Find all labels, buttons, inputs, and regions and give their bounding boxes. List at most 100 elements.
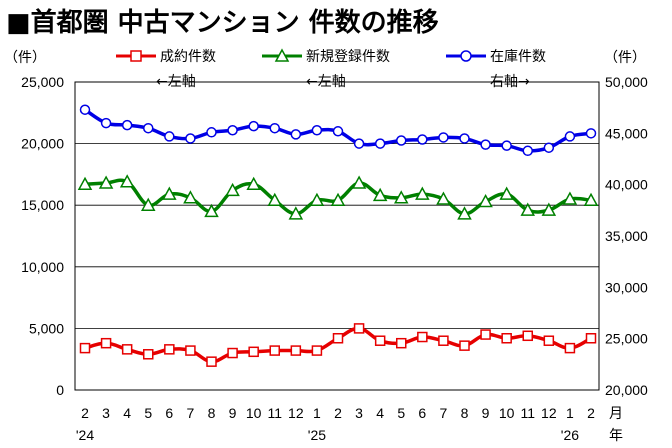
data-point-square xyxy=(164,344,175,355)
x-tick-label: 9 xyxy=(482,405,490,421)
data-point-circle xyxy=(374,138,386,149)
data-point-triangle xyxy=(204,203,219,218)
data-point-triangle xyxy=(330,192,346,207)
data-point-circle xyxy=(164,131,175,142)
legend-label-new-listings: 新規登録件数 xyxy=(306,49,390,65)
x-tick-label: 11 xyxy=(267,405,282,421)
left-axis-unit: （件） xyxy=(4,50,46,66)
data-point-circle xyxy=(438,132,449,143)
right-tick-label: 25,000 xyxy=(605,331,648,347)
data-point-triangle xyxy=(183,190,198,204)
legend: 成約件数 ←左軸 新規登録件数 ←左軸 在庫件数 右軸→ xyxy=(116,48,546,90)
data-point-circle xyxy=(185,133,196,144)
left-tick-label: 0 xyxy=(56,382,64,398)
data-point-circle xyxy=(480,139,491,150)
data-point-triangle xyxy=(520,202,536,216)
data-point-square xyxy=(480,329,491,340)
x-tick-label: 10 xyxy=(246,405,262,421)
x-tick-label: 6 xyxy=(418,405,426,421)
legend-item-new-listings: 新規登録件数 ←左軸 xyxy=(262,48,390,90)
x-axis-unit-month: 月 xyxy=(609,405,623,421)
data-point-circle xyxy=(227,125,238,136)
x-tick-label: 3 xyxy=(355,405,363,421)
right-tick-label: 30,000 xyxy=(605,279,648,295)
data-point-circle xyxy=(143,122,154,134)
x-tick-label: 9 xyxy=(229,405,237,421)
legend-item-inventory: 在庫件数 右軸→ xyxy=(446,48,546,90)
data-point-square xyxy=(522,330,533,342)
data-point-square xyxy=(290,345,302,356)
x-tick-label: 7 xyxy=(440,405,448,421)
data-point-triangle xyxy=(140,197,156,211)
data-point-triangle xyxy=(98,175,114,189)
right-tick-label: 50,000 xyxy=(605,74,648,90)
data-point-triangle xyxy=(393,190,409,204)
x-tick-label: 1 xyxy=(313,405,321,421)
data-point-triangle xyxy=(436,191,451,205)
data-point-square xyxy=(438,335,449,346)
data-point-circle xyxy=(121,119,133,131)
x-tick-label: 3 xyxy=(102,405,110,421)
legend-label-contracts: 成約件数 xyxy=(160,49,216,65)
data-point-circle xyxy=(585,128,597,139)
right-tick-label: 35,000 xyxy=(605,228,648,244)
data-point-square xyxy=(564,342,576,354)
data-point-triangle xyxy=(288,206,304,220)
x-year-label: '25 xyxy=(308,427,326,443)
data-point-square xyxy=(585,333,597,344)
right-tick-label: 40,000 xyxy=(605,177,648,193)
data-point-square xyxy=(332,333,344,344)
right-axis-ticks: 20,000 25,000 30,000 35,000 40,000 45,000 50,0… xyxy=(605,74,648,398)
data-point-triangle xyxy=(562,191,578,205)
data-point-circle xyxy=(332,126,344,137)
data-point-circle xyxy=(311,125,323,136)
data-point-square xyxy=(269,345,280,356)
data-point-square xyxy=(311,345,323,356)
x-tick-label: 2 xyxy=(334,405,342,421)
series-square xyxy=(79,323,597,367)
data-point-square xyxy=(143,349,154,360)
x-tick-label: 7 xyxy=(187,405,195,421)
data-point-triangle xyxy=(372,187,388,202)
left-tick-label: 10,000 xyxy=(21,259,64,275)
data-point-square xyxy=(121,344,133,355)
x-tick-label: 4 xyxy=(123,405,131,421)
data-point-triangle xyxy=(583,192,599,207)
data-point-square xyxy=(353,323,365,334)
data-point-circle xyxy=(79,104,91,115)
left-axis-ticks: 0 5,000 10,000 15,000 20,000 25,000 xyxy=(21,74,64,398)
x-tick-label: 11 xyxy=(520,405,535,421)
x-tick-label: 12 xyxy=(541,405,557,421)
data-point-circle xyxy=(522,145,533,157)
x-tick-label: 5 xyxy=(144,405,152,421)
x-axis-ticks: 2 3 4 5 6 7 8 9 10 11 12 1 2 3 4 5 6 7 8 9 10 11 12 1 2'24'25'26 xyxy=(76,405,595,443)
x-tick-label: 5 xyxy=(397,405,405,421)
x-tick-label: 6 xyxy=(165,405,173,421)
data-point-triangle xyxy=(457,206,472,220)
data-point-triangle xyxy=(541,202,557,216)
x-tick-label: 10 xyxy=(499,405,515,421)
legend-marker-square xyxy=(130,50,142,62)
x-tick-label: 8 xyxy=(208,405,216,421)
legend-label-inventory: 在庫件数 xyxy=(490,48,546,65)
data-point-triangle xyxy=(267,192,283,207)
data-point-square xyxy=(100,337,112,349)
right-axis-unit: （件） xyxy=(604,50,646,66)
x-tick-label: 8 xyxy=(461,405,469,421)
chart-title: ■首都圏 中古マンション 件数の推移 xyxy=(6,8,439,38)
data-point-triangle xyxy=(77,176,93,191)
data-point-square xyxy=(417,331,428,343)
data-point-square xyxy=(374,335,386,346)
data-point-square xyxy=(459,340,470,351)
x-year-label: '26 xyxy=(561,427,579,443)
x-tick-label: 4 xyxy=(376,405,384,421)
x-tick-label: 2 xyxy=(587,405,595,421)
right-tick-label: 45,000 xyxy=(605,125,648,141)
data-point-square xyxy=(227,347,238,359)
legend-marker-triangle xyxy=(274,48,290,62)
data-point-square xyxy=(185,345,196,356)
series-triangle xyxy=(77,174,599,220)
data-point-circle xyxy=(248,120,259,132)
data-point-circle xyxy=(564,131,576,142)
legend-item-contracts: 成約件数 ←左軸 xyxy=(116,49,216,90)
